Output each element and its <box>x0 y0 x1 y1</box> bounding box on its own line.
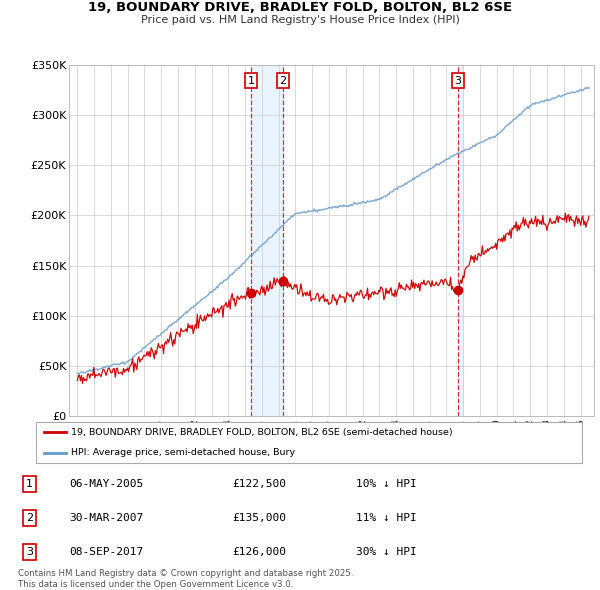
Text: 3: 3 <box>26 547 33 557</box>
Text: 3: 3 <box>454 76 461 86</box>
FancyBboxPatch shape <box>36 422 582 463</box>
Text: 1: 1 <box>247 76 254 86</box>
Text: £122,500: £122,500 <box>232 478 286 489</box>
Text: 2: 2 <box>26 513 33 523</box>
Bar <box>251 65 283 416</box>
Text: 19, BOUNDARY DRIVE, BRADLEY FOLD, BOLTON, BL2 6SE: 19, BOUNDARY DRIVE, BRADLEY FOLD, BOLTON… <box>88 1 512 14</box>
Text: 2: 2 <box>279 76 286 86</box>
Text: 06-MAY-2005: 06-MAY-2005 <box>69 478 143 489</box>
Bar <box>458 65 463 416</box>
Text: 08-SEP-2017: 08-SEP-2017 <box>69 547 143 557</box>
Text: £126,000: £126,000 <box>232 547 286 557</box>
Text: £135,000: £135,000 <box>232 513 286 523</box>
Text: Price paid vs. HM Land Registry's House Price Index (HPI): Price paid vs. HM Land Registry's House … <box>140 15 460 25</box>
Text: 30-MAR-2007: 30-MAR-2007 <box>69 513 143 523</box>
Text: 10% ↓ HPI: 10% ↓ HPI <box>356 478 417 489</box>
Text: 1: 1 <box>26 478 33 489</box>
Text: 30% ↓ HPI: 30% ↓ HPI <box>356 547 417 557</box>
Text: HPI: Average price, semi-detached house, Bury: HPI: Average price, semi-detached house,… <box>71 448 296 457</box>
Text: 19, BOUNDARY DRIVE, BRADLEY FOLD, BOLTON, BL2 6SE (semi-detached house): 19, BOUNDARY DRIVE, BRADLEY FOLD, BOLTON… <box>71 428 453 437</box>
Text: Contains HM Land Registry data © Crown copyright and database right 2025.
This d: Contains HM Land Registry data © Crown c… <box>18 569 353 589</box>
Text: 11% ↓ HPI: 11% ↓ HPI <box>356 513 417 523</box>
